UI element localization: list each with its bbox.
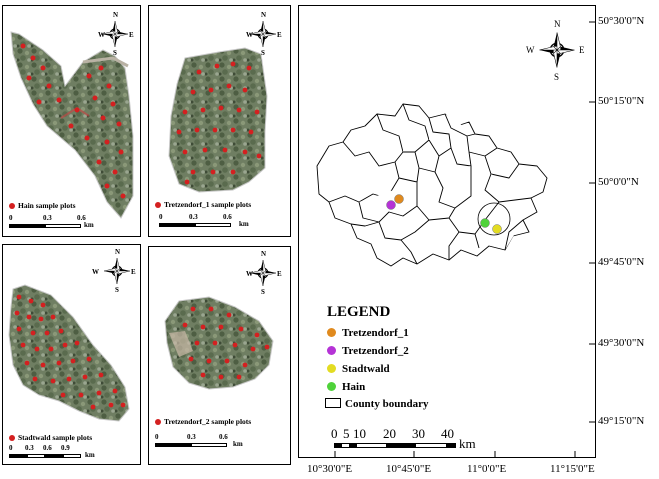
tretzendorf1-panel: N W E S Tretzendorf_1 sample plots 0 0.3… <box>148 5 291 237</box>
compass-rose-icon <box>249 20 277 48</box>
lat-label: 50°0'0"N <box>598 176 639 188</box>
hain-caption: Hain sample plots <box>9 201 76 210</box>
stadtwald-caption: Stadtwald sample plots <box>9 433 92 442</box>
tretzendorf2-aerial-image: N W E S <box>164 250 282 390</box>
svg-text:N: N <box>261 250 266 258</box>
svg-text:E: E <box>129 31 134 39</box>
svg-text:N: N <box>261 11 266 19</box>
tretzendorf1-site-marker <box>394 194 404 204</box>
hain-scale-bar: 0 0.3 0.6 km <box>9 214 94 229</box>
yellow-dot-icon <box>327 364 336 373</box>
tretzendorf2-panel: N W E S Tretzendorf_2 sample plots 0 0.3… <box>148 246 291 465</box>
compass-rose-icon <box>103 257 131 285</box>
legend-item-stadtwald: Stadtwald <box>327 363 390 375</box>
county-map: N W E S <box>316 19 595 457</box>
site-markers <box>386 194 502 234</box>
svg-text:W: W <box>246 270 253 278</box>
svg-text:S: S <box>261 49 265 57</box>
green-dot-icon <box>327 382 336 391</box>
svg-text:W: W <box>92 268 99 276</box>
stadtwald-site-marker <box>492 224 502 234</box>
svg-text:E: E <box>131 268 136 276</box>
lat-label: 49°15'0"N <box>598 415 645 427</box>
legend-item-county-boundary: County boundary <box>325 398 428 410</box>
svg-text:S: S <box>261 288 265 296</box>
tretzendorf1-scale-bar: 0 0.3 0.6 km <box>159 213 249 228</box>
study-region-outline <box>477 202 511 236</box>
lon-label: 11°0'0"E <box>467 463 507 475</box>
lat-label: 49°30'0"N <box>598 337 645 349</box>
lon-label: 10°30'0"E <box>307 463 353 475</box>
legend-title: LEGEND <box>327 304 391 320</box>
stadtwald-panel: N W E S Stadtwald sample plots 0 0.3 0.6… <box>2 244 141 465</box>
svg-text:W: W <box>526 45 535 55</box>
lat-label: 49°45'0"N <box>598 256 645 268</box>
boundary-box-icon <box>325 398 341 408</box>
svg-text:S: S <box>554 72 559 82</box>
compass-rose-icon <box>538 31 576 69</box>
lon-label: 10°45'0"E <box>386 463 432 475</box>
sample-plot-marker-icon <box>155 202 161 208</box>
sample-plot-marker-icon <box>155 419 161 425</box>
svg-text:S: S <box>115 286 119 294</box>
compass-rose-icon <box>101 20 129 48</box>
sample-plot-marker-icon <box>9 435 15 441</box>
legend-item-tretzendorf2: Tretzendorf_2 <box>327 345 409 357</box>
orange-dot-icon <box>327 328 336 337</box>
svg-text:W: W <box>98 31 105 39</box>
svg-text:N: N <box>113 11 118 19</box>
purple-dot-icon <box>327 346 336 355</box>
tretzendorf2-site-marker <box>386 200 396 210</box>
tretzendorf2-scale-bar: 0 0.3 0.6 km <box>155 433 243 448</box>
county-boundaries <box>316 103 548 267</box>
svg-text:W: W <box>246 31 253 39</box>
tretzendorf1-aerial-image: N W E S <box>168 11 282 193</box>
hain-aerial-image: N W E S <box>10 11 134 219</box>
hain-site-marker <box>480 218 490 228</box>
svg-text:E: E <box>277 31 282 39</box>
main-map-frame: N W E S LEGEND Tretzendorf_1 Tretzendorf… <box>298 5 596 458</box>
lat-label: 50°15'0"N <box>598 95 645 107</box>
main-scale-bar: 0 5 10 20 30 40 km <box>331 426 476 451</box>
tretzendorf2-caption: Tretzendorf_2 sample plots <box>155 417 251 426</box>
legend-item-hain: Hain <box>327 381 365 393</box>
lat-label: 50°30'0"N <box>598 15 645 27</box>
stadtwald-scale-bar: 0 0.3 0.6 0.9 km <box>9 444 95 459</box>
stadtwald-aerial-image: N W E S <box>8 248 136 422</box>
svg-text:E: E <box>277 270 282 278</box>
hain-panel: N W E S Hain sample plots 0 0.3 0.6 km <box>2 5 141 237</box>
legend-item-tretzendorf1: Tretzendorf_1 <box>327 327 409 339</box>
compass-rose-icon <box>249 259 277 287</box>
sample-plot-marker-icon <box>9 203 15 209</box>
svg-text:S: S <box>113 49 117 57</box>
svg-text:N: N <box>554 19 561 29</box>
lon-label: 11°15'0"E <box>550 463 595 475</box>
tretzendorf1-caption: Tretzendorf_1 sample plots <box>155 200 251 209</box>
svg-text:N: N <box>115 248 120 256</box>
svg-text:E: E <box>579 45 585 55</box>
